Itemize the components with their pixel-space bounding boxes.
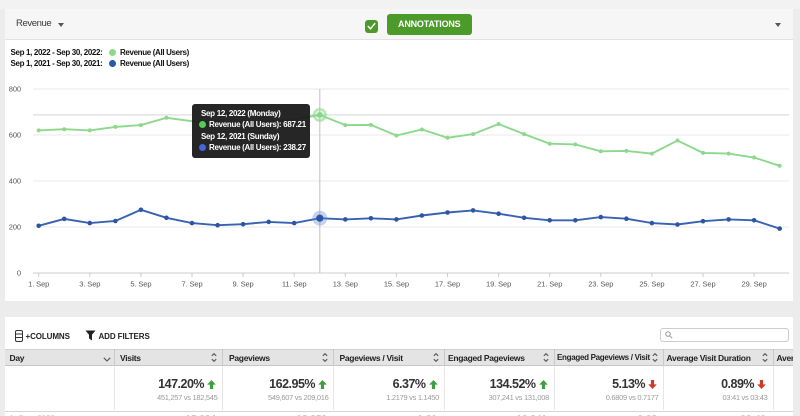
svg-text:25. Sep: 25. Sep [639,280,664,289]
svg-text:1. Sep: 1. Sep [28,280,49,289]
svg-text:800: 800 [9,85,21,94]
svg-text:200: 200 [9,223,21,232]
svg-text:29. Sep: 29. Sep [742,280,767,289]
svg-text:11. Sep: 11. Sep [282,280,307,289]
svg-text:5. Sep: 5. Sep [130,280,151,289]
svg-text:19. Sep: 19. Sep [486,280,511,289]
svg-text:15. Sep: 15. Sep [384,280,409,289]
svg-text:0: 0 [17,269,21,278]
svg-text:3. Sep: 3. Sep [79,280,100,289]
svg-text:27. Sep: 27. Sep [690,280,715,289]
svg-text:600: 600 [9,131,21,140]
svg-text:23. Sep: 23. Sep [588,280,613,289]
svg-text:17. Sep: 17. Sep [435,280,460,289]
svg-text:400: 400 [9,177,21,186]
svg-text:21. Sep: 21. Sep [537,280,562,289]
svg-text:9. Sep: 9. Sep [233,280,254,289]
svg-text:7. Sep: 7. Sep [181,280,202,289]
svg-text:13. Sep: 13. Sep [333,280,358,289]
